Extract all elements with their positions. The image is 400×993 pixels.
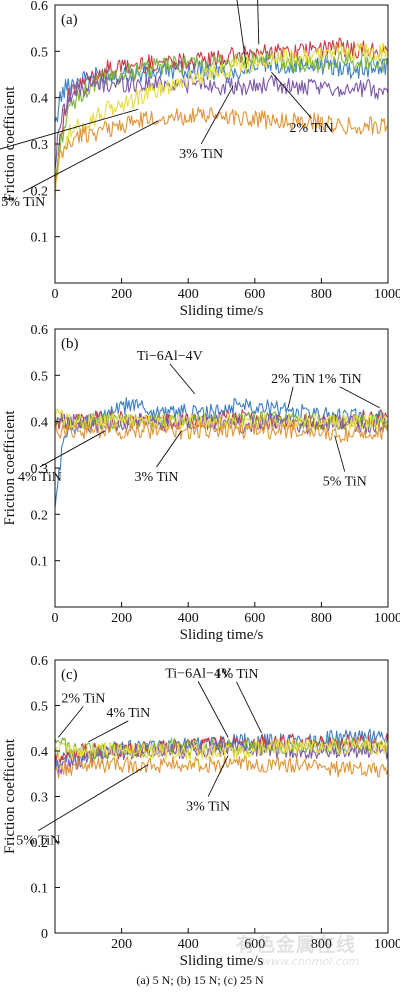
- annotation-3-tin: 3% TiN: [179, 147, 223, 162]
- x-tick-label: 1000: [374, 287, 400, 302]
- annotation-4-tin: 4% TiN: [106, 706, 150, 721]
- annotation-5-tin: 5% TiN: [1, 195, 45, 210]
- watermark: 有色金属在线 www.cnnmol.com: [236, 934, 396, 970]
- x-tick-label: 200: [111, 937, 132, 952]
- y-tick-label: 0.3: [31, 138, 49, 153]
- annotation-leader: [0, 108, 139, 150]
- annotation-leader: [57, 706, 84, 738]
- annotation-leader: [88, 720, 129, 743]
- y-tick-label: 0: [41, 927, 48, 942]
- x-tick-label: 400: [178, 611, 199, 626]
- panel-label: (a): [61, 12, 78, 28]
- x-axis-label: Sliding time/s: [180, 627, 264, 643]
- plot-frame: [54, 328, 389, 608]
- y-axis-label: Friction coefficient: [2, 410, 18, 526]
- x-tick-label: 800: [311, 287, 332, 302]
- x-axis-label: Sliding time/s: [180, 953, 264, 969]
- series-line-4-tin: [54, 408, 389, 431]
- annotation-1-tin: 1% TiN: [214, 667, 258, 682]
- annotation-2-tin: 2% TiN: [271, 372, 315, 387]
- x-tick-label: 1000: [374, 937, 400, 952]
- x-tick-label: 600: [244, 611, 265, 626]
- y-axis-label: Friction coefficient: [2, 86, 18, 202]
- x-tick-label: 600: [244, 937, 265, 952]
- annotation-5-tin: 5% TiN: [16, 834, 60, 849]
- annotation-2-tin: 2% TiN: [61, 691, 105, 706]
- y-tick-label: 0.5: [31, 45, 49, 60]
- chart-panel-1: 0 200 400 600 800 1000 0.1 0.2 0.3 0.4 0.5 0.6 Slidi…: [0, 0, 400, 319]
- series-line-2-tin: [54, 50, 389, 181]
- series-line-3-tin: [54, 74, 389, 170]
- y-tick-label: 0.3: [31, 791, 49, 806]
- y-tick-label: 0.4: [31, 416, 49, 431]
- panel-label: (c): [61, 667, 78, 683]
- x-tick-label: 1000: [374, 611, 400, 626]
- annotation-4-tin: 4% TiN: [18, 470, 62, 485]
- annotation-leader: [23, 120, 159, 193]
- y-tick-label: 0.2: [31, 184, 49, 199]
- y-tick-label: 0.6: [31, 654, 49, 669]
- y-tick-label: 0.2: [31, 836, 49, 851]
- y-axis-label: Friction coefficient: [2, 738, 18, 854]
- annotation-1-tin: 1% TiN: [318, 372, 362, 387]
- annotation-leader: [169, 363, 196, 395]
- annotation-leader: [257, 0, 260, 45]
- annotation-ti-6al-4v: Ti−6Al−4V: [165, 666, 231, 681]
- annotation-3-tin: 3% TiN: [186, 800, 230, 815]
- panel-label: (b): [61, 336, 79, 352]
- annotation-5-tin: 5% TiN: [323, 475, 367, 490]
- annotation-leader: [339, 386, 380, 409]
- annotation-leader: [271, 71, 312, 119]
- series-line-3-tin: [54, 740, 389, 775]
- x-tick-label: 800: [311, 937, 332, 952]
- y-tick-label: 0.5: [31, 700, 49, 715]
- annotation-leader: [236, 681, 262, 733]
- y-tick-label: 0.4: [31, 92, 49, 107]
- watermark-text: 有色金属在线: [236, 934, 357, 956]
- y-tick-label: 0.1: [31, 231, 49, 246]
- annotation-leader: [287, 386, 294, 408]
- x-tick-label: 400: [178, 287, 199, 302]
- x-tick-label: 0: [52, 287, 59, 302]
- annotation-2-tin: 2% TiN: [289, 121, 333, 136]
- annotation-leader: [200, 85, 234, 145]
- x-tick-label: 400: [178, 937, 199, 952]
- x-tick-label: 200: [111, 611, 132, 626]
- y-tick-label: 0.3: [31, 462, 49, 477]
- annotation-3-tin: 3% TiN: [135, 470, 179, 485]
- x-tick-label: 200: [111, 287, 132, 302]
- x-tick-label: 0: [52, 611, 59, 626]
- figure-caption: (a) 5 N; (b) 15 N; (c) 25 N: [136, 973, 264, 987]
- annotation-ti-6al-4v: Ti−6Al−4V: [137, 349, 203, 364]
- x-axis-label: Sliding time/s: [180, 303, 264, 319]
- y-tick-label: 0.2: [31, 508, 49, 523]
- annotation-leader: [39, 430, 106, 468]
- y-tick-label: 0.6: [31, 323, 49, 338]
- annotation-leader: [156, 430, 182, 468]
- y-tick-label: 0.1: [31, 882, 49, 897]
- chart-panel-3: 200 400 600 800 1000 0 0.1 0.2 0.3 0.4 0.5 0.6 Slidi…: [2, 654, 400, 969]
- series-line-ti-6al-4v: [54, 55, 389, 123]
- annotation-leader: [207, 755, 229, 797]
- x-tick-label: 600: [244, 287, 265, 302]
- y-tick-label: 0.5: [31, 369, 49, 384]
- y-tick-label: 0.4: [31, 745, 49, 760]
- annotation-leader: [236, 0, 247, 68]
- annotation-leader: [38, 764, 149, 832]
- x-tick-label: 800: [311, 611, 332, 626]
- chart-panel-2: 0 200 400 600 800 1000 0.1 0.2 0.3 0.4 0.5 0.6 Slidi…: [2, 323, 400, 643]
- annotation-leader: [197, 681, 229, 738]
- watermark-url: www.cnnmol.com: [262, 955, 360, 968]
- series-line-4-tin: [54, 42, 389, 201]
- series-line-5-tin: [54, 106, 389, 189]
- y-tick-label: 0.1: [31, 555, 49, 570]
- series-line-4-tin: [54, 737, 389, 760]
- series-line-5-tin: [54, 756, 389, 779]
- annotation-leader: [334, 435, 346, 472]
- y-tick-label: 0.6: [31, 0, 49, 14]
- series-line-5-tin: [54, 417, 389, 443]
